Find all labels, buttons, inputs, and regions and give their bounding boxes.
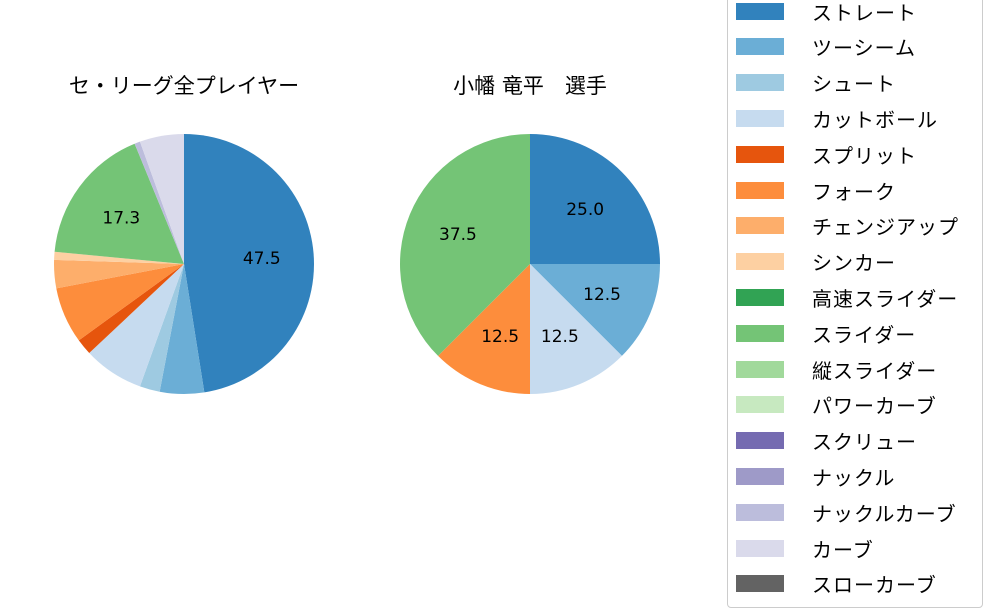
pie-slice [184, 134, 314, 393]
slice-value-label: 37.5 [439, 225, 477, 245]
pie-slice [530, 264, 622, 394]
legend-swatch [736, 74, 784, 92]
legend-item: フォーク [736, 175, 896, 205]
legend-swatch [736, 467, 784, 485]
legend-item: スローカーブ [736, 569, 937, 599]
legend-swatch [736, 539, 784, 557]
legend-swatch [736, 2, 784, 20]
left-chart-title: セ・リーグ全プレイヤー [68, 74, 300, 98]
legend-swatch [736, 181, 784, 199]
legend-swatch [736, 360, 784, 378]
legend-label: スプリット [812, 143, 917, 168]
legend-label: ストレート [812, 0, 917, 25]
pie-slice [530, 264, 660, 356]
legend-label: カーブ [812, 537, 874, 562]
slice-value-label: 12.5 [481, 327, 519, 347]
legend-swatch [736, 288, 784, 306]
legend-item: スプリット [736, 139, 917, 169]
pie-slice [530, 134, 660, 264]
pie-slice [139, 134, 184, 264]
legend-swatch [736, 109, 784, 127]
legend-label: スクリュー [812, 430, 917, 455]
legend-item: スライダー [736, 318, 916, 348]
player-pie-chart: 25.0 12.5 12.5 12.5 37.5 [399, 134, 660, 394]
pie-slice [54, 259, 185, 289]
pie-slice [78, 264, 184, 353]
legend-label: パワーカーブ [812, 394, 937, 419]
legend-label: ツーシーム [812, 36, 916, 61]
legend-swatch [736, 145, 784, 163]
legend-item: 高速スライダー [736, 282, 958, 312]
legend-swatch [736, 575, 784, 593]
pie-slice [399, 134, 530, 356]
pie-slice [89, 264, 184, 387]
legend-item: パワーカーブ [736, 390, 937, 420]
legend-swatch [736, 38, 784, 56]
pie-slice [139, 264, 184, 392]
legend-label: ナックルカーブ [812, 501, 957, 526]
legend-swatch [736, 396, 784, 414]
pie-slice [159, 264, 205, 394]
slice-value-label: 25.0 [566, 200, 604, 220]
legend-swatch [736, 432, 784, 450]
league-pie-chart: 47.5 17.3 [54, 134, 314, 394]
legend-label: 高速スライダー [812, 286, 959, 311]
legend-item: ツーシーム [736, 32, 916, 62]
legend-swatch [736, 253, 784, 271]
pie-slice [54, 143, 184, 264]
legend-label: 縦スライダー [812, 358, 938, 383]
legend-item: 縦スライダー [736, 354, 937, 384]
slice-value-label: 17.3 [102, 209, 140, 229]
legend-label: シュート [812, 72, 896, 97]
legend-label: カットボール [812, 107, 938, 132]
legend-label: ナックル [812, 465, 896, 490]
legend-label: スライダー [812, 322, 917, 347]
pie-slice [438, 264, 530, 394]
pie-slice [54, 251, 184, 264]
legend: ストレートツーシームシュートカットボール スプリットフォークチェンジアップ シンカー… [727, 0, 983, 608]
slice-value-label: 47.5 [243, 249, 281, 269]
legend-swatch [736, 503, 784, 521]
pie-slice [56, 264, 184, 341]
legend-label: シンカー [812, 251, 896, 276]
legend-item: シュート [736, 68, 896, 98]
legend-label: フォーク [812, 179, 896, 204]
legend-item: シンカー [736, 247, 896, 277]
legend-item: ストレート [736, 0, 917, 26]
legend-item: カットボール [736, 103, 938, 133]
legend-swatch [736, 217, 784, 235]
legend-item: チェンジアップ [736, 211, 959, 241]
legend-item: ナックル [736, 461, 895, 491]
legend-item: カーブ [736, 533, 874, 563]
legend-label: スローカーブ [812, 573, 937, 598]
legend-item: スクリュー [736, 426, 917, 456]
legend-item: ナックルカーブ [736, 497, 957, 527]
legend-label: チェンジアップ [812, 215, 959, 240]
right-chart-title: 小幡 竜平 選手 [453, 74, 607, 98]
pie-slice [134, 141, 184, 264]
slice-value-label: 12.5 [583, 285, 621, 305]
slice-value-label: 12.5 [541, 327, 579, 347]
legend-swatch [736, 324, 784, 342]
